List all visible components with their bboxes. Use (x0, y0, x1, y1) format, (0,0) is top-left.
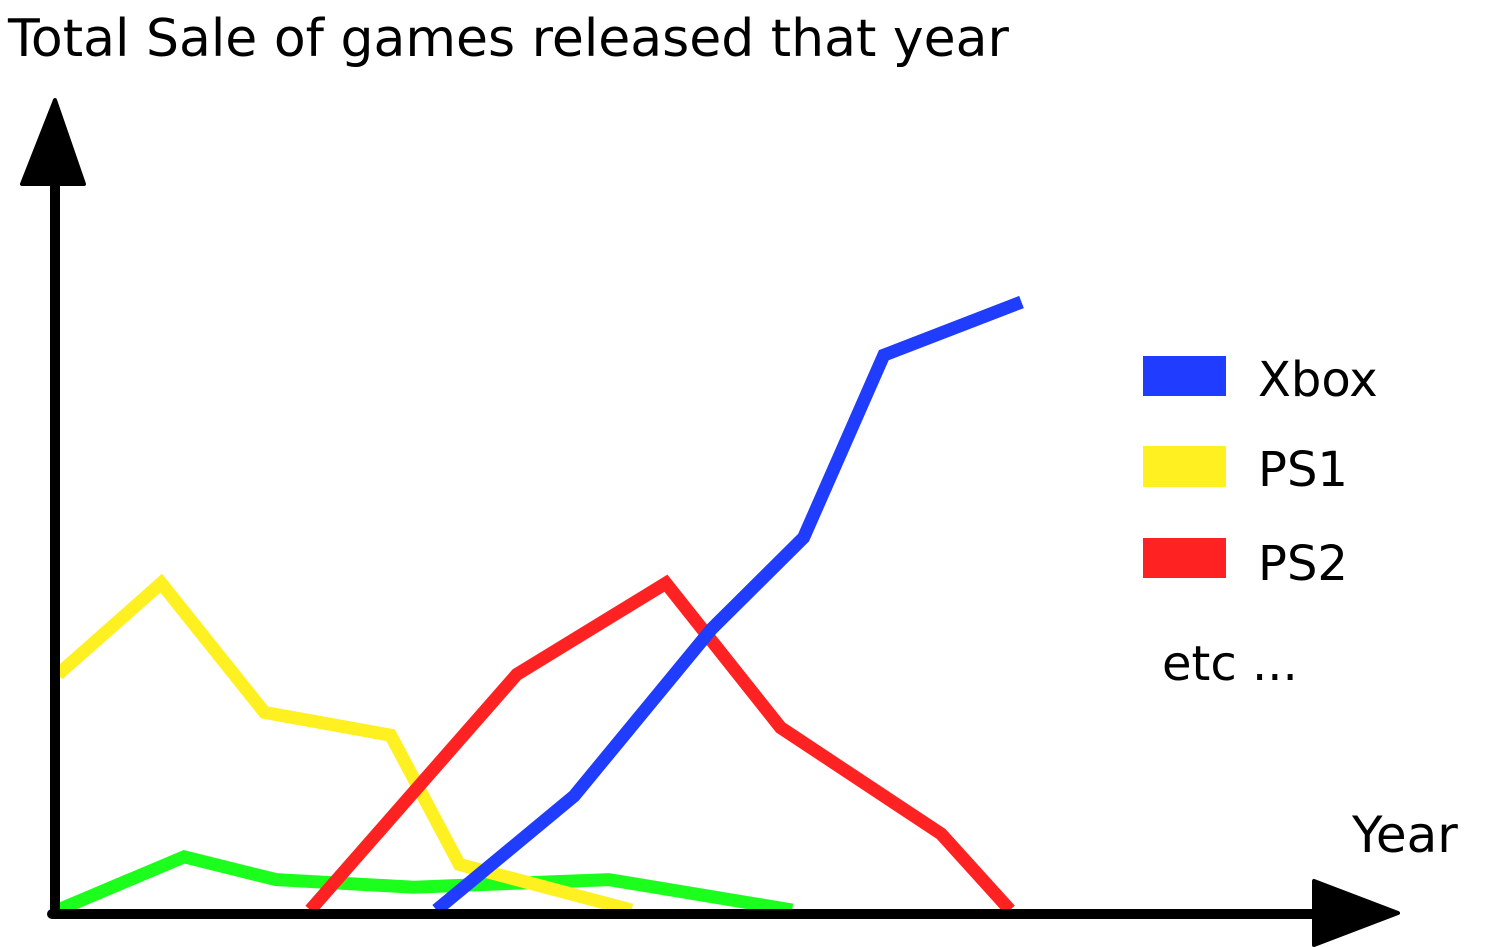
legend-swatch-xbox (1143, 356, 1226, 396)
x-axis-label: Year (1351, 806, 1458, 864)
series-layer (53, 295, 1024, 917)
legend-swatch-ps1 (1143, 446, 1226, 487)
series-line-xbox (432, 295, 1024, 916)
series-line-ps2 (305, 574, 1015, 915)
y-axis-arrowhead (20, 98, 86, 186)
axes (20, 98, 1400, 947)
legend-label-xbox: Xbox (1258, 352, 1378, 408)
series-line-unlabeled (55, 849, 794, 917)
chart-title: Total Sale of games released that year (7, 9, 1010, 69)
x-axis-arrowhead (1312, 879, 1400, 947)
legend-swatch-ps2 (1143, 538, 1226, 578)
legend: Xbox PS1 PS2 etc ... (1143, 352, 1378, 692)
legend-label-ps1: PS1 (1258, 442, 1348, 498)
legend-label-ps2: PS2 (1258, 536, 1348, 592)
legend-note: etc ... (1162, 636, 1298, 692)
